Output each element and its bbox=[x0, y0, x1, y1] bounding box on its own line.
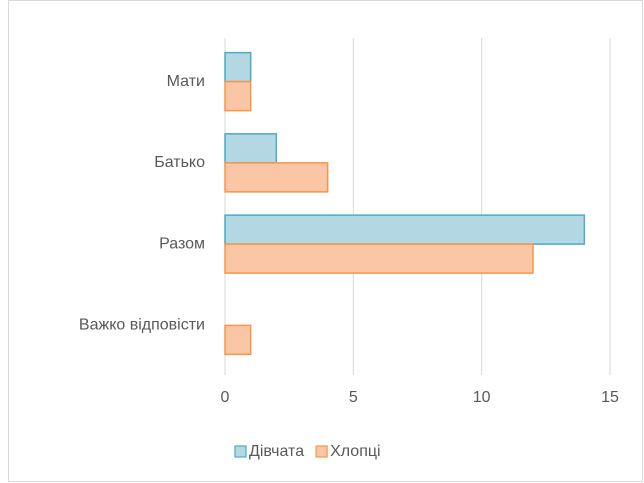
y-tick-label: Важко відповісти bbox=[79, 317, 205, 334]
legend-swatch bbox=[315, 445, 328, 458]
x-tick-label: 0 bbox=[221, 389, 230, 406]
bar bbox=[224, 162, 329, 193]
y-tick-label: Разом bbox=[159, 235, 205, 252]
y-tick-label: Мати bbox=[167, 73, 205, 90]
legend-swatch bbox=[234, 445, 247, 458]
bar bbox=[224, 133, 278, 164]
y-tick-label: Батько bbox=[154, 154, 205, 171]
legend-label: Хлопці bbox=[330, 443, 380, 460]
bar bbox=[224, 243, 534, 274]
bar bbox=[224, 214, 586, 245]
legend-label: Дівчата bbox=[249, 443, 304, 460]
x-tick-label: 5 bbox=[349, 389, 358, 406]
bar bbox=[224, 80, 252, 112]
bar bbox=[224, 324, 252, 356]
x-tick-label: 10 bbox=[473, 389, 491, 406]
bar bbox=[224, 51, 252, 83]
x-tick-label: 15 bbox=[601, 389, 619, 406]
